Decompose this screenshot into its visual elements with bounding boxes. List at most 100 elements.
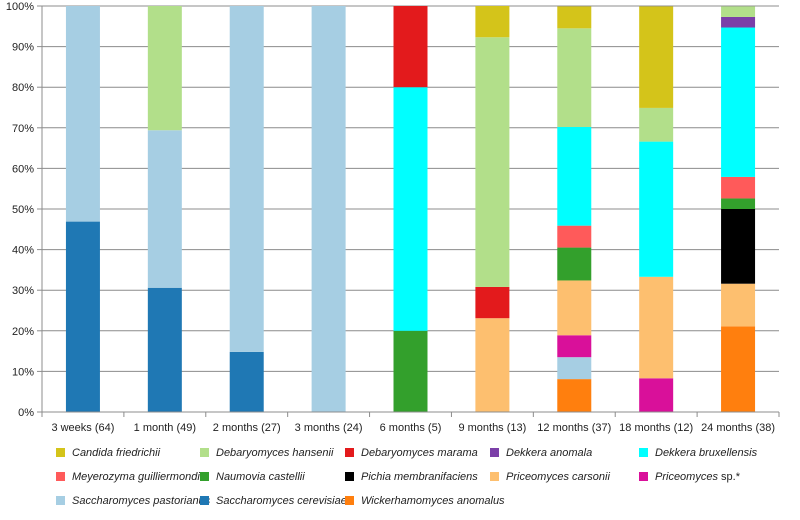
legend-swatch [345, 496, 354, 505]
bar-segment-priceomyces-carsonii [721, 283, 756, 327]
bar-segment-meyerozyma-guilliermondii [721, 176, 756, 199]
legend-item-saccharomyces-pastorianus: Saccharomyces pastorianus [56, 495, 211, 507]
bar-segment-wickerhamomyces-anomalus [557, 379, 592, 412]
y-tick-label: 30% [12, 285, 34, 297]
bar-segment-dekkera-bruxellensis [557, 126, 592, 226]
legend-swatch [639, 472, 648, 481]
legend-item-pichia-membranifaciens: Pichia membranifaciens [345, 471, 478, 483]
legend-label: Priceomyces sp.* [655, 471, 741, 483]
legend-label: Naumovia castellii [216, 471, 305, 483]
legend-label-abbrev: sp. [718, 471, 736, 483]
legend-label: Candida friedrichii [72, 447, 161, 459]
bars [65, 6, 756, 412]
bar-segment-pichia-membranifaciens [721, 209, 756, 284]
y-tick-label: 80% [12, 82, 34, 94]
legend-item-priceomyces-carsonii: Priceomyces carsonii [490, 471, 610, 483]
bar-segment-priceomyces-carsonii [557, 280, 592, 336]
bar-segment-debaryomyces-hansenii [721, 6, 756, 17]
bar-segment-saccharomyces-pastorianus [147, 130, 182, 288]
legend-item-saccharomyces-cerevisiae: Saccharomyces cerevisiae [200, 495, 347, 507]
legend-swatch [56, 496, 65, 505]
legend-swatch [56, 448, 65, 457]
bar-segment-priceomyces-sp [639, 378, 674, 412]
bar-segment-debaryomyces-hansenii [557, 28, 592, 127]
legend-label: Saccharomyces pastorianus [72, 495, 211, 507]
legend-swatch [490, 448, 499, 457]
legend-swatch [345, 448, 354, 457]
bar-segment-candida-friedrichii [557, 6, 592, 29]
bar-segment-dekkera-bruxellensis [639, 141, 674, 277]
bar-segment-naumovia-castellii [557, 247, 592, 281]
legend-item-debaryomyces-hansenii: Debaryomyces hansenii [200, 447, 334, 459]
bar-segment-naumovia-castellii [393, 330, 428, 412]
x-tick-label: 6 months (5) [380, 422, 442, 434]
y-tick-label: 40% [12, 245, 34, 257]
bar-segment-candida-friedrichii [475, 6, 510, 38]
bar-segment-wickerhamomyces-anomalus [721, 326, 756, 412]
bar-segment-dekkera-bruxellensis [721, 27, 756, 177]
y-tick-label: 0% [18, 407, 34, 419]
x-tick-labels: 3 weeks (64) 1 month (49) 2 months (27) 3 m… [51, 422, 775, 434]
legend-item-candida-friedrichii: Candida friedrichii [56, 447, 161, 459]
legend-label: Debaryomyces hansenii [216, 447, 334, 459]
legend-swatch [639, 448, 648, 457]
x-tick-label: 24 months (38) [701, 422, 775, 434]
bar-segment-saccharomyces-cerevisiae [65, 221, 100, 412]
legend-label: Debaryomyces marama [361, 447, 478, 459]
y-tick-label: 50% [12, 204, 34, 216]
legend-swatch [345, 472, 354, 481]
bar-segment-debaryomyces-hansenii [475, 37, 510, 287]
bar-segment-saccharomyces-pastorianus [557, 357, 592, 380]
legend-label: Dekkera anomala [506, 447, 592, 459]
legend-item-dekkera-bruxellensis: Dekkera bruxellensis [639, 447, 758, 459]
bar-segment-saccharomyces-cerevisiae [229, 351, 264, 412]
x-tick-label: 3 weeks (64) [51, 422, 114, 434]
y-tick-label: 90% [12, 42, 34, 54]
bar-segment-dekkera-anomala [721, 16, 756, 28]
x-tick-label: 2 months (27) [213, 422, 281, 434]
y-tick-label: 70% [12, 123, 34, 135]
bar-segment-priceomyces-carsonii [475, 318, 510, 412]
axes [37, 5, 780, 417]
bar-segment-debaryomyces-marama [475, 286, 510, 319]
x-tick-label: 3 months (24) [295, 422, 363, 434]
bar-segment-saccharomyces-pastorianus [311, 6, 346, 412]
legend-label: Wickerhamomyces anomalus [361, 495, 505, 507]
legend-item-priceomyces-sp: Priceomyces sp.* [639, 471, 741, 483]
legend-swatch [200, 472, 209, 481]
y-tick-label: 10% [12, 366, 34, 378]
legend-item-wickerhamomyces-anomalus: Wickerhamomyces anomalus [345, 495, 505, 507]
bar-segment-saccharomyces-pastorianus [65, 6, 100, 222]
x-tick-label: 12 months (37) [537, 422, 611, 434]
y-tick-labels: 0% 10% 20% 30% 40% 50% 60% 70% 80% 90% 100% [6, 1, 34, 419]
legend-item-debaryomyces-marama: Debaryomyces marama [345, 447, 478, 459]
legend-swatch [56, 472, 65, 481]
bar-segment-debaryomyces-hansenii [147, 6, 182, 131]
legend-item-naumovia-castellii: Naumovia castellii [200, 471, 305, 483]
legend-label: Priceomyces carsonii [506, 471, 610, 483]
bar-segment-debaryomyces-hansenii [639, 107, 674, 142]
legend-label: Meyerozyma guilliermondii [72, 471, 203, 483]
bar-segment-candida-friedrichii [639, 6, 674, 108]
y-tick-label: 60% [12, 163, 34, 175]
bar-segment-debaryomyces-marama [393, 6, 428, 88]
bar-segment-priceomyces-carsonii [639, 276, 674, 379]
y-tick-label: 20% [12, 326, 34, 338]
x-tick-label: 18 months (12) [619, 422, 693, 434]
bar-segment-naumovia-castellii [721, 198, 756, 209]
legend-label: Saccharomyces cerevisiae [216, 495, 347, 507]
bar-segment-saccharomyces-cerevisiae [147, 287, 182, 412]
legend: Candida friedrichii Debaryomyces hansenii… [56, 447, 758, 507]
x-tick-label: 1 month (49) [134, 422, 196, 434]
bar-segment-meyerozyma-guilliermondii [557, 225, 592, 248]
bar-segment-dekkera-bruxellensis [393, 87, 428, 331]
legend-label: Dekkera bruxellensis [655, 447, 758, 459]
legend-swatch [490, 472, 499, 481]
legend-label-suffix: * [736, 471, 741, 483]
x-tick-label: 9 months (13) [458, 422, 526, 434]
bar-segment-saccharomyces-pastorianus [229, 6, 264, 352]
legend-item-meyerozyma-guilliermondii: Meyerozyma guilliermondii [56, 471, 203, 483]
legend-swatch [200, 448, 209, 457]
bar-segment-priceomyces-sp [557, 335, 592, 358]
